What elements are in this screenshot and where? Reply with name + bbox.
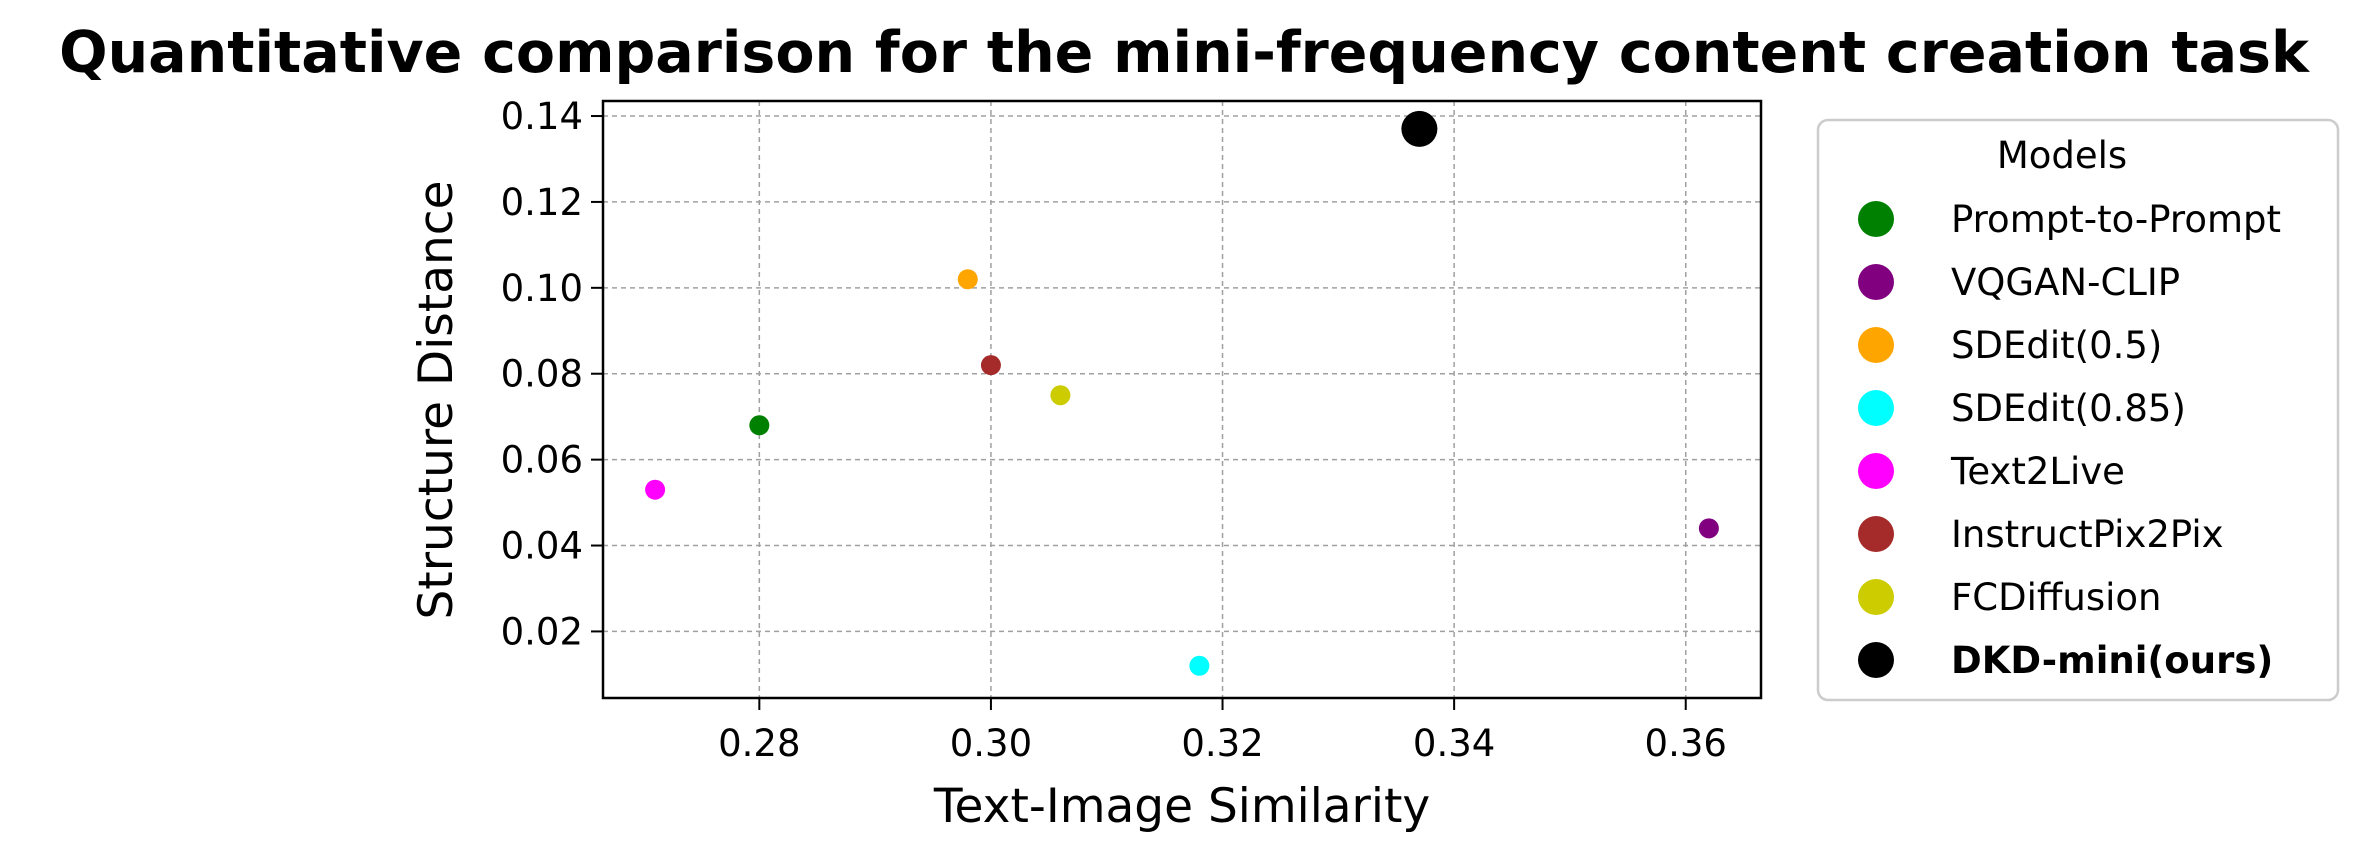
legend-marker-sdedit-0-85 [1858,390,1894,426]
point-sdedit-0-5 [957,269,978,290]
y-axis-ticks: 0.02 0.04 0.06 0.08 0.10 0.12 0.14 [501,95,603,653]
legend-title: Models [1997,134,2127,177]
legend-marker-prompt-to-prompt [1858,201,1894,237]
legend-label-text2live: Text2Live [1950,450,2125,493]
chart-title: Quantitative comparison for the mini-fre… [59,20,2310,86]
legend-label-fcdiffusion: FCDiffusion [1951,576,2161,619]
legend-box [1816,118,2340,702]
point-prompt-to-prompt [749,415,770,436]
legend-label-sdedit-0-85: SDEdit(0.85) [1951,387,2186,430]
point-dkd-mini-ours [1401,110,1438,147]
legend-label-sdedit-0-5: SDEdit(0.5) [1951,324,2162,367]
x-axis-label: Text-Image Similarity [933,779,1430,834]
legend-label-prompt-to-prompt: Prompt-to-Prompt [1951,198,2281,241]
y-tick-label: 0.12 [501,181,583,224]
x-tick-label: 0.36 [1645,722,1727,765]
x-tick-label: 0.30 [950,722,1032,765]
grid-lines [603,101,1761,698]
y-tick-label: 0.04 [501,525,583,568]
legend-marker-vqgan-clip [1858,264,1894,300]
data-points [645,110,1719,676]
legend-marker-instructpix2pix [1858,516,1894,552]
legend: Models Prompt-to-Prompt VQGAN-CLIP SDEdit(… [1816,118,2340,702]
y-tick-label: 0.14 [501,95,583,138]
x-tick-label: 0.28 [718,722,800,765]
point-text2live [645,479,666,500]
y-axis-label: Structure Distance [409,180,464,619]
legend-label-instructpix2pix: InstructPix2Pix [1951,513,2224,556]
y-tick-label: 0.06 [501,439,583,482]
legend-label-vqgan-clip: VQGAN-CLIP [1951,261,2180,304]
y-tick-label: 0.10 [501,267,583,310]
y-tick-label: 0.02 [501,610,583,653]
legend-marker-sdedit-0-5 [1858,327,1894,363]
x-tick-label: 0.32 [1181,722,1263,765]
point-sdedit-0-85 [1189,655,1210,676]
point-instructpix2pix [980,355,1001,376]
legend-marker-fcdiffusion [1858,579,1894,615]
legend-marker-text2live [1858,453,1894,489]
legend-items: Prompt-to-Prompt VQGAN-CLIP SDEdit(0.5) SDE… [1858,198,2281,682]
legend-label-dkd-mini-ours: DKD-mini(ours) [1951,639,2273,682]
point-fcdiffusion [1050,385,1071,406]
legend-marker-dkd-mini-ours [1858,642,1894,678]
x-axis-ticks: 0.28 0.30 0.32 0.34 0.36 [718,698,1727,765]
y-tick-label: 0.08 [501,353,583,396]
plot-area [601,99,1763,700]
x-tick-label: 0.34 [1413,722,1495,765]
point-vqgan-clip [1698,518,1719,539]
